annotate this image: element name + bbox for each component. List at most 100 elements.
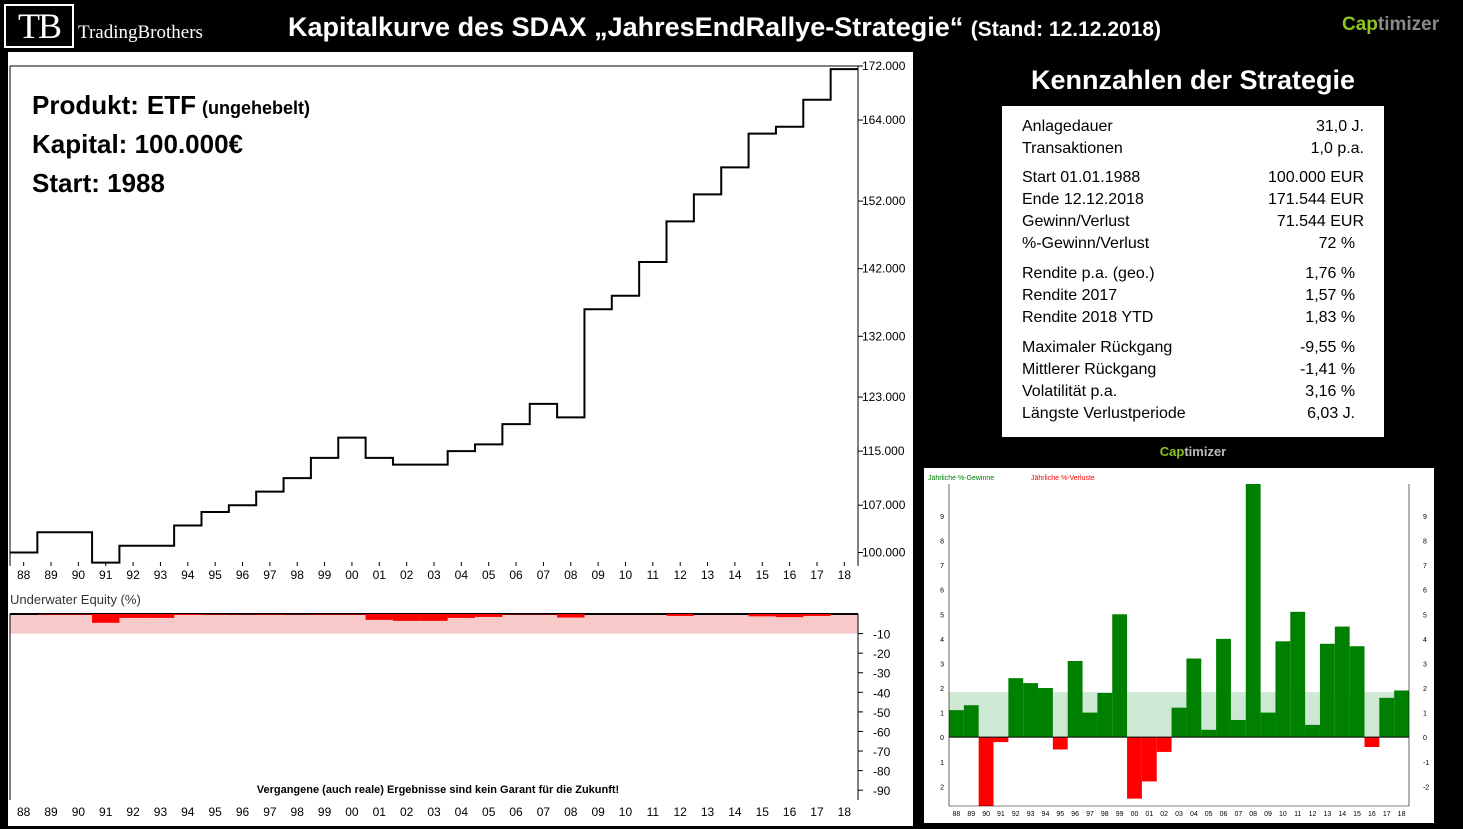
equity-y-label: 164.000 bbox=[862, 113, 906, 127]
kennzahlen-brand-rest: timizer bbox=[1184, 444, 1227, 459]
kennzahlen-value: 71.544 EUR bbox=[1276, 213, 1364, 230]
equity-x-label: 14 bbox=[728, 568, 742, 582]
kennzahlen-brand-cap: Cap bbox=[1159, 444, 1185, 459]
equity-x-label: 10 bbox=[619, 568, 633, 582]
kennzahlen-table: Anlagedauer 31,0 J. Transaktionen 1,0 p.a. S… bbox=[1002, 106, 1384, 437]
equity-x-label: 96 bbox=[236, 568, 250, 582]
equity-x-label: 15 bbox=[756, 568, 770, 582]
return-bar bbox=[1127, 737, 1142, 799]
kennzahlen-value: 1,0 p.a. bbox=[1310, 140, 1364, 157]
return-bar bbox=[1186, 658, 1202, 738]
equity-x-label: 06 bbox=[509, 568, 523, 582]
logo-tb: TB bbox=[4, 4, 74, 48]
equity-x-label: 02 bbox=[400, 568, 414, 582]
underwater-x-label: 11 bbox=[647, 805, 660, 819]
returns-x-label: 16 bbox=[1368, 811, 1376, 818]
return-bar bbox=[993, 737, 1009, 743]
annual-returns-bg bbox=[924, 468, 1434, 823]
underwater-x-label: 03 bbox=[427, 805, 441, 819]
returns-y-label-right: -1 bbox=[1423, 760, 1429, 767]
kennzahlen-value: 100.000 EUR bbox=[1267, 169, 1364, 186]
return-bar bbox=[1082, 712, 1098, 738]
kennzahlen-brand: Captimizer bbox=[996, 444, 1390, 459]
underwater-x-label: 91 bbox=[99, 805, 113, 819]
kennzahlen-title: Kennzahlen der Strategie bbox=[1030, 65, 1356, 95]
return-bar bbox=[963, 705, 979, 738]
returns-y-label-left: 4 bbox=[940, 637, 944, 644]
returns-x-label: 92 bbox=[1012, 811, 1020, 818]
equity-y-label: 142.000 bbox=[862, 262, 906, 276]
underwater-y-label: -20 bbox=[873, 647, 891, 661]
kennzahlen-value: 1,76 % bbox=[1305, 265, 1364, 282]
annual-returns-chart: Jährliche %-Gewinne Jährliche %-Verluste… bbox=[924, 468, 1434, 823]
underwater-x-label: 17 bbox=[810, 805, 824, 819]
underwater-x-label: 92 bbox=[126, 805, 140, 819]
equity-y-label: 172.000 bbox=[862, 59, 906, 73]
returns-y-label-left: 1 bbox=[940, 760, 944, 767]
return-bar bbox=[1008, 678, 1024, 738]
returns-x-label: 14 bbox=[1338, 811, 1346, 818]
equity-chart: 100.000 107.000 115.000 123.000 132.000 142.0… bbox=[8, 52, 913, 594]
returns-y-label-right: 2 bbox=[1423, 686, 1427, 693]
return-bar bbox=[1230, 719, 1246, 738]
kennzahlen-label: Maximaler Rückgang bbox=[1022, 339, 1173, 356]
underwater-chart: Underwater Equity (%) -10 -20 -30 -40 -50 -60… bbox=[8, 590, 913, 826]
kennzahlen-value: -9,55 % bbox=[1299, 339, 1364, 356]
equity-x-label: 97 bbox=[263, 568, 277, 582]
equity-y-label: 123.000 bbox=[862, 390, 906, 404]
underwater-x-label: 98 bbox=[291, 805, 305, 819]
return-bar bbox=[1141, 737, 1157, 782]
returns-x-label: 07 bbox=[1234, 811, 1242, 818]
equity-x-label: 16 bbox=[783, 568, 797, 582]
returns-y-label-right: 5 bbox=[1423, 612, 1427, 619]
return-bar bbox=[1319, 643, 1335, 738]
underwater-bar bbox=[119, 614, 147, 618]
return-bar bbox=[1379, 697, 1395, 738]
info-product-value: ETF bbox=[147, 90, 196, 120]
returns-y-label-right: 1 bbox=[1423, 711, 1427, 718]
returns-x-label: 13 bbox=[1323, 811, 1331, 818]
return-bar bbox=[978, 737, 994, 806]
returns-y-label-left: 2 bbox=[940, 686, 944, 693]
return-bar bbox=[1394, 690, 1409, 738]
underwater-x-label: 88 bbox=[17, 805, 31, 819]
returns-y-label-right: 4 bbox=[1423, 637, 1427, 644]
equity-x-label: 03 bbox=[427, 568, 441, 582]
kennzahlen-label: Transaktionen bbox=[1022, 140, 1123, 157]
equity-x-label: 13 bbox=[701, 568, 715, 582]
underwater-bar bbox=[475, 614, 503, 617]
kennzahlen-value: 171.544 EUR bbox=[1267, 191, 1364, 208]
page-title: Kapitalkurve des SDAX „JahresEndRallye-S… bbox=[288, 12, 1161, 43]
underwater-x-label: 09 bbox=[591, 805, 605, 819]
return-bar bbox=[1112, 614, 1128, 738]
kennzahlen-label: Längste Verlustperiode bbox=[1022, 405, 1186, 422]
returns-x-label: 10 bbox=[1279, 811, 1287, 818]
returns-x-label: 98 bbox=[1101, 811, 1109, 818]
info-start: Start: 1988 bbox=[32, 168, 165, 198]
kennzahlen-value: 1,57 % bbox=[1305, 287, 1364, 304]
return-bar bbox=[1305, 724, 1320, 738]
returns-y-label-right: 8 bbox=[1423, 539, 1427, 546]
underwater-x-label: 14 bbox=[728, 805, 742, 819]
equity-y-label: 132.000 bbox=[862, 329, 906, 343]
returns-x-label: 01 bbox=[1145, 811, 1153, 818]
returns-x-label: 02 bbox=[1160, 811, 1168, 818]
returns-x-label: 18 bbox=[1398, 811, 1406, 818]
returns-x-label: 17 bbox=[1383, 811, 1391, 818]
kennzahlen-value: -1,41 % bbox=[1299, 361, 1364, 378]
equity-y-label: 115.000 bbox=[862, 444, 905, 458]
returns-y-label-right: 7 bbox=[1423, 563, 1427, 570]
equity-x-label: 00 bbox=[345, 568, 359, 582]
underwater-footnote: Vergangene (auch reale) Ergebnisse sind … bbox=[257, 784, 619, 796]
returns-y-label-right: 9 bbox=[1423, 514, 1427, 521]
returns-x-label: 08 bbox=[1249, 811, 1257, 818]
underwater-x-label: 90 bbox=[72, 805, 86, 819]
returns-y-label-left: 2 bbox=[940, 784, 944, 791]
underwater-bar bbox=[666, 614, 694, 616]
underwater-x-label: 89 bbox=[44, 805, 58, 819]
underwater-bar bbox=[557, 614, 585, 618]
kennzahlen-label: Ende 12.12.2018 bbox=[1022, 191, 1144, 208]
kennzahlen-value: 1,83 % bbox=[1305, 309, 1364, 326]
underwater-x-label: 12 bbox=[674, 805, 688, 819]
underwater-y-label: -10 bbox=[873, 628, 891, 642]
